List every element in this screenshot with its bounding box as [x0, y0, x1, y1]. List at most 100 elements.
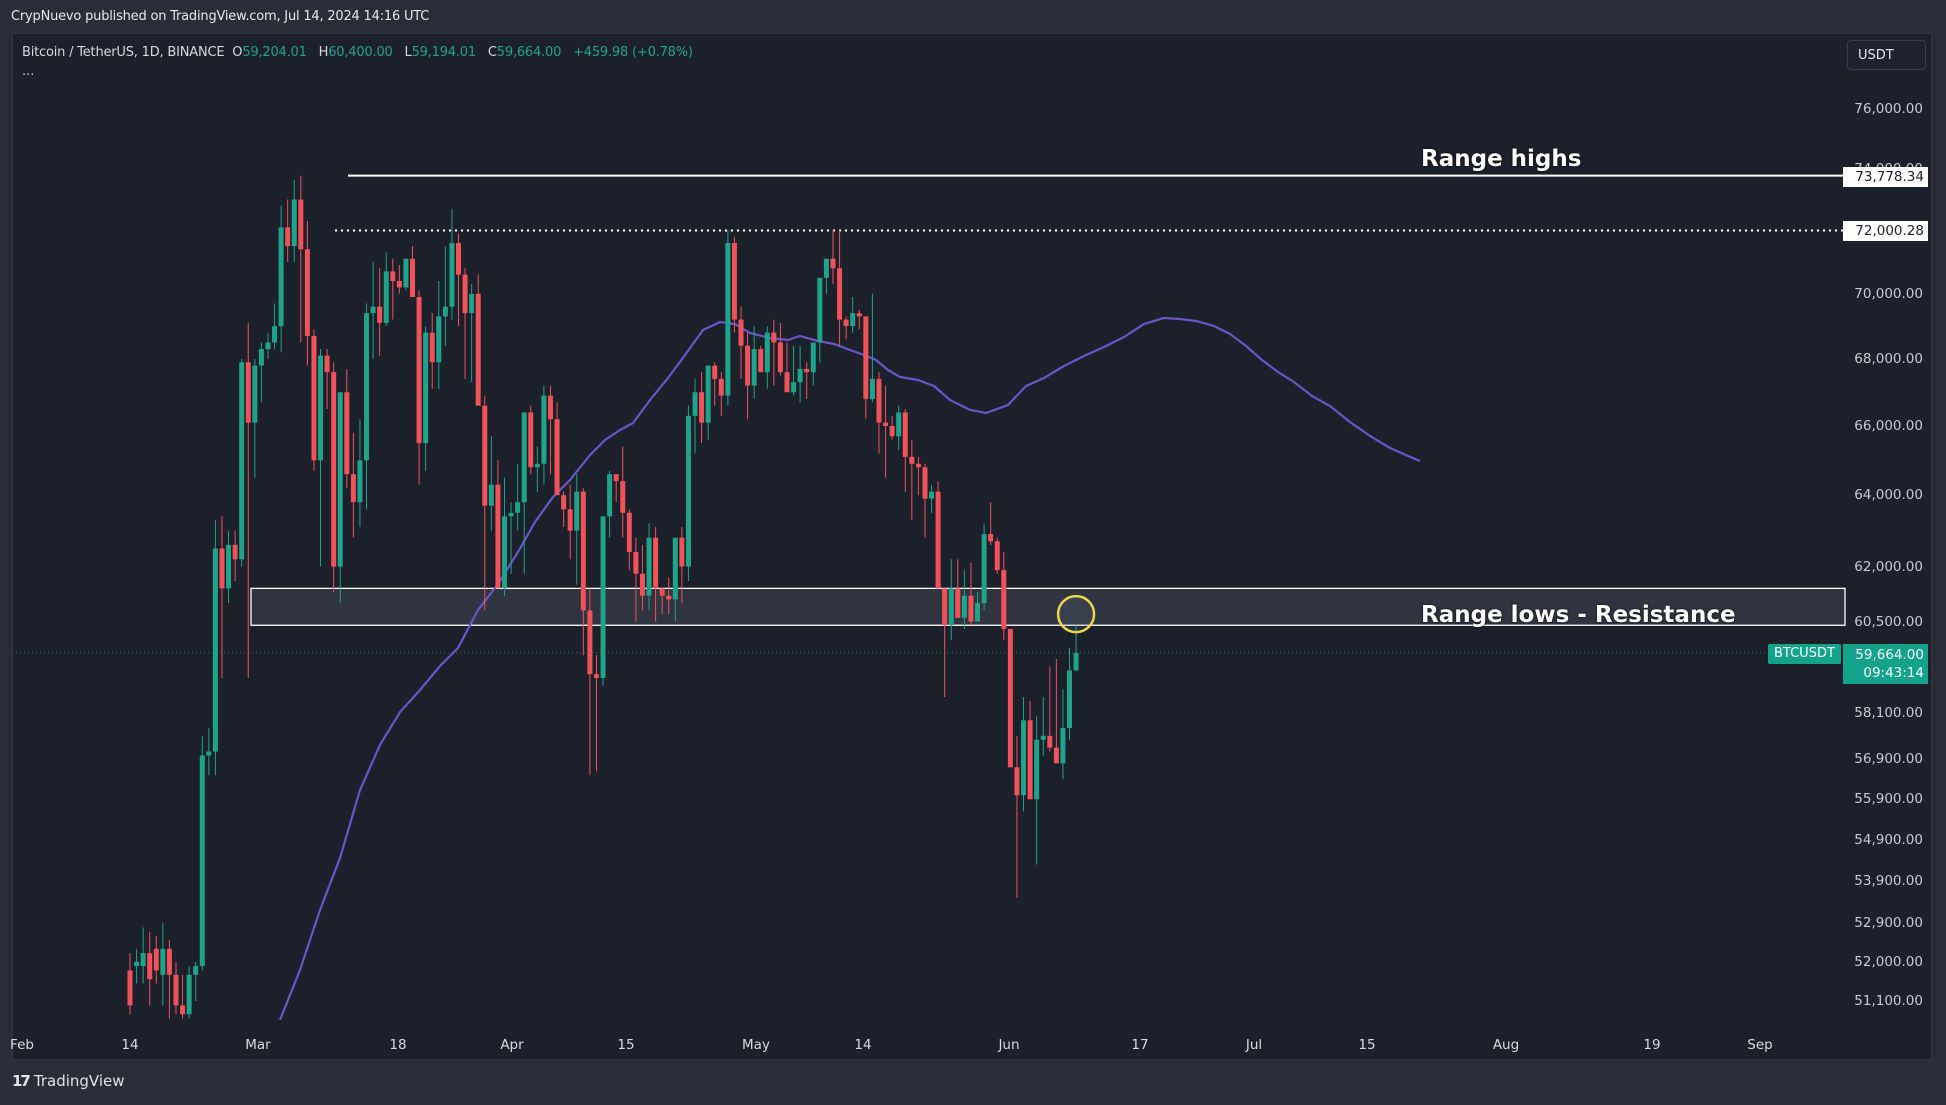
candle-down: [679, 537, 685, 567]
candle-down: [843, 319, 849, 327]
candle-down: [666, 595, 672, 600]
price-axis-label: 66,000.00: [1854, 418, 1923, 435]
candle-down: [554, 419, 560, 496]
close-value: 59,664.00: [496, 45, 562, 60]
candle-up: [1021, 720, 1027, 796]
time-axis-label: 18: [389, 1037, 407, 1053]
range-lows-annotation[interactable]: Range lows - Resistance: [1421, 602, 1736, 628]
price-axis-label: 62,000.00: [1854, 558, 1923, 575]
candle-down: [482, 405, 488, 506]
range-high-price-tag: 73,778.34: [1843, 167, 1928, 187]
candle-down: [219, 548, 225, 589]
symbol-price-label: BTCUSDT: [1768, 644, 1841, 664]
candle-down: [304, 249, 310, 336]
candle-down: [639, 573, 645, 596]
candle-up: [370, 306, 376, 314]
candle-down: [745, 345, 751, 386]
price-axis-label: 76,000.00: [1854, 101, 1923, 117]
time-axis-label: Sep: [1747, 1037, 1773, 1053]
candle-down: [830, 258, 836, 269]
candle-down: [311, 335, 317, 461]
candle-down: [377, 306, 383, 323]
symbol-title[interactable]: Bitcoin / TetherUS, 1D, BINANCE: [22, 45, 225, 60]
candle-down: [988, 534, 994, 542]
time-axis-label: 19: [1643, 1037, 1661, 1053]
candle-down: [298, 199, 304, 250]
time-axis-label: 14: [854, 1037, 872, 1053]
candle-up: [265, 342, 271, 350]
candle-up: [981, 534, 987, 604]
candle-up: [488, 484, 494, 506]
candle-up: [672, 537, 678, 600]
candle-down: [712, 365, 718, 379]
candle-up: [423, 332, 429, 444]
candle-up: [607, 474, 613, 517]
range-highs-annotation[interactable]: Range highs: [1421, 146, 1582, 172]
candle-down: [902, 412, 908, 457]
time-axis-label: 17: [1131, 1037, 1149, 1053]
price-axis-label: 58,100.00: [1854, 704, 1923, 721]
moving-average-line: [278, 316, 1421, 1021]
candle-up: [469, 293, 475, 314]
candle-up: [975, 603, 981, 622]
time-axis-label: Aug: [1492, 1037, 1520, 1053]
candle-up: [869, 378, 875, 399]
candle-down: [909, 456, 915, 464]
candle-down: [613, 474, 619, 482]
change-value: +459.98 (+0.78%): [573, 45, 693, 60]
price-axis[interactable]: 76,000.0074,000.0070,000.0068,000.0066,0…: [1840, 34, 1931, 1034]
candle-down: [863, 316, 869, 399]
candle-down: [390, 271, 396, 281]
candle-down: [804, 368, 810, 373]
candle-up: [226, 544, 232, 589]
candle-up: [508, 512, 514, 517]
time-axis[interactable]: Feb 14 Mar 18 Apr 15 May 14 Jun 17 Jul 15 Aug 19 Sep: [10, 1028, 1840, 1058]
bar-countdown: 09:43:14: [1863, 665, 1924, 681]
candle-down: [331, 372, 337, 567]
candle-up: [534, 463, 540, 468]
candle-up: [515, 502, 521, 513]
candle-up: [823, 258, 829, 278]
candle-down: [777, 342, 783, 373]
candle-down: [718, 378, 724, 396]
time-axis-label: 15: [1358, 1037, 1376, 1053]
candle-up: [646, 537, 652, 596]
candle-down: [416, 297, 422, 444]
candle-down: [876, 378, 882, 423]
candle-up: [929, 491, 935, 499]
candle-down: [653, 537, 659, 589]
candle-up: [810, 342, 816, 373]
more-indicators-button[interactable]: ...: [22, 64, 35, 79]
candle-down: [561, 495, 567, 510]
candle-up: [383, 271, 389, 323]
last-price: 59,664.00: [1855, 647, 1924, 663]
candle-down: [889, 426, 895, 437]
low-value: 59,194.01: [411, 45, 477, 60]
candle-down: [942, 588, 948, 626]
candle-down: [173, 974, 179, 1006]
open-value: 59,204.01: [242, 45, 307, 60]
candle-up: [252, 365, 258, 423]
price-axis-label: 56,900.00: [1854, 751, 1923, 768]
last-price-tag: 59,664.00 09:43:14: [1843, 644, 1928, 684]
candle-down: [1007, 628, 1013, 768]
candle-up: [134, 961, 140, 967]
candle-up: [403, 258, 409, 288]
candle-up: [199, 755, 205, 967]
candle-up: [357, 460, 363, 503]
price-axis-label: 51,100.00: [1854, 993, 1923, 1009]
price-axis-label: 52,000.00: [1854, 953, 1923, 970]
price-axis-label: 70,000.00: [1854, 285, 1923, 302]
candle-down: [456, 243, 461, 275]
highlight-circle: [1056, 594, 1096, 634]
candle-down: [758, 349, 764, 373]
candle-down: [738, 319, 744, 346]
candle-down: [1001, 570, 1007, 629]
candle-up: [574, 491, 580, 531]
time-axis-label: Jun: [998, 1037, 1020, 1053]
candle-down: [232, 544, 238, 560]
candle-up: [817, 277, 823, 343]
candle-down: [731, 243, 737, 320]
currency-button[interactable]: USDT: [1847, 40, 1926, 70]
